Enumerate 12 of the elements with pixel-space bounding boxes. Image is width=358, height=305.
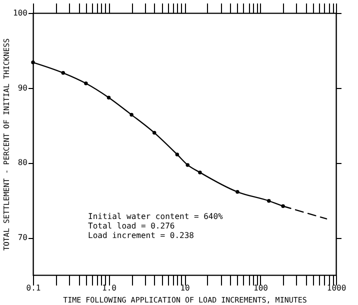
x-tick-label: 100 <box>254 284 268 292</box>
x-tick-label: 0.1 <box>26 284 41 292</box>
y-tick-label: 90 <box>18 83 28 92</box>
x-tick-label: 1.0 <box>102 284 117 292</box>
x-tick-label: 1000 <box>326 284 346 292</box>
x-tick-label: 10 <box>180 284 190 292</box>
annotation: Load increment = 0.238 <box>88 231 194 240</box>
y-tick-label: 80 <box>18 158 28 168</box>
annotation: Initial water content = 640% <box>88 212 224 221</box>
y-tick-label: 100 <box>13 8 28 18</box>
y-tick-label: 70 <box>18 233 28 242</box>
annotation: Total load = 0.276 <box>88 222 175 230</box>
